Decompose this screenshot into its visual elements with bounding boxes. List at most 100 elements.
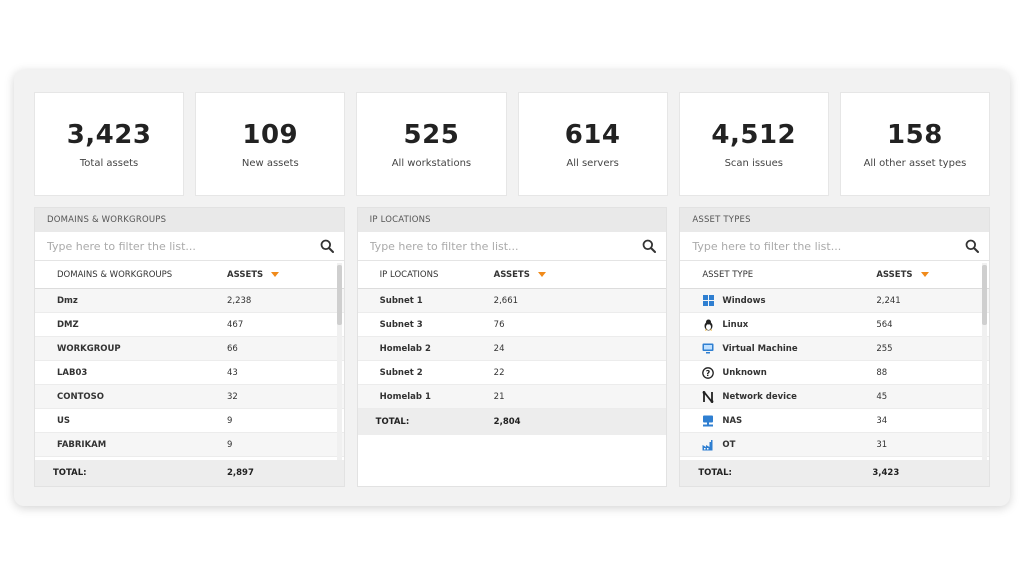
stat-label: Scan issues [724, 157, 783, 169]
row-name: OT [722, 439, 736, 450]
row-count: 2,238 [227, 295, 252, 306]
row-name: Dmz [57, 295, 78, 306]
row-name: Subnet 1 [379, 295, 423, 306]
table-row[interactable]: Subnet 3 76 [357, 313, 667, 337]
row-name-cell: ? Unknown [702, 366, 876, 379]
table-row[interactable]: Homelab 2 24 [357, 337, 667, 361]
asset-types-panel: ASSET TYPES ASSET TYPE ASSETS Windows [679, 207, 991, 487]
row-name-cell: Linux [702, 319, 876, 331]
table-row[interactable]: WORKGROUP 66 [35, 337, 344, 361]
row-name: Unknown [722, 367, 767, 378]
stat-label: All servers [566, 157, 619, 169]
scrollbar[interactable] [336, 263, 342, 461]
row-count: 2,661 [493, 295, 519, 306]
search-icon[interactable] [320, 239, 334, 253]
search-icon[interactable] [965, 239, 980, 253]
table-row[interactable]: Subnet 1 2,661 [357, 289, 667, 313]
row-count: 31 [876, 439, 888, 450]
table-row[interactable]: Homelab 1 21 [357, 385, 667, 409]
stat-card-scan-issues[interactable]: 4,512 Scan issues [678, 92, 829, 196]
scrollbar-thumb[interactable] [336, 265, 342, 325]
table-row[interactable]: Network device 45 [680, 385, 990, 409]
row-count: 9 [227, 415, 233, 426]
stat-value: 614 [564, 119, 621, 150]
total-label: TOTAL: [375, 417, 410, 427]
row-count: 45 [876, 391, 888, 402]
stat-label: All workstations [391, 157, 472, 169]
total-row: TOTAL: 2,804 [357, 409, 667, 435]
stat-card-all-servers[interactable]: 614 All servers [517, 92, 668, 196]
total-value: 3,423 [872, 468, 900, 478]
table-row[interactable]: Windows 2,241 [680, 289, 990, 313]
nas-icon [702, 415, 714, 427]
row-name: FABRIKAM [57, 439, 107, 450]
ip-filter-input[interactable] [369, 239, 614, 253]
table-header: IP LOCATIONS ASSETS [357, 261, 667, 289]
row-count: 2,241 [876, 295, 901, 306]
column-header-assets[interactable]: ASSETS [494, 270, 667, 280]
sort-desc-icon [271, 272, 280, 277]
row-count: 467 [227, 319, 244, 330]
table-row[interactable]: LAB03 43 [35, 361, 344, 385]
table-row[interactable]: Dmz 2,238 [35, 289, 344, 313]
panel-title: IP LOCATIONS [357, 208, 667, 232]
stats-row: 3,423 Total assets 109 New assets 525 Al… [34, 92, 991, 196]
row-name: US [57, 415, 71, 426]
panel-title: ASSET TYPES [680, 208, 990, 232]
stat-value: 3,423 [66, 119, 152, 150]
domains-filter-input[interactable] [47, 239, 291, 253]
stat-card-new-assets[interactable]: 109 New assets [195, 92, 346, 196]
column-header-name[interactable]: IP LOCATIONS [379, 269, 439, 280]
table-row[interactable]: CONTOSO 32 [35, 385, 344, 409]
table-row[interactable]: Subnet 2 22 [357, 361, 667, 385]
table-row[interactable]: US 9 [35, 409, 344, 433]
table-row[interactable]: ? Unknown 88 [680, 361, 990, 385]
panels-row: DOMAINS & WORKGROUPS DOMAINS & WORKGROUP… [34, 207, 991, 487]
filter-bar [357, 232, 667, 261]
column-header-assets[interactable]: ASSETS [227, 270, 344, 280]
linux-icon [702, 319, 714, 331]
asset-types-table: ASSET TYPE ASSETS Windows 2,241 Linux 56 [680, 261, 990, 457]
filter-bar [680, 232, 990, 261]
stat-card-total-assets[interactable]: 3,423 Total assets [34, 92, 185, 196]
dashboard-frame: 3,423 Total assets 109 New assets 525 Al… [14, 70, 1010, 506]
row-count: 32 [227, 391, 238, 402]
stat-value: 525 [403, 119, 460, 150]
table-row[interactable]: Virtual Machine 255 [680, 337, 990, 361]
row-name-cell: OT [702, 439, 876, 451]
table-row[interactable]: DMZ 467 [35, 313, 344, 337]
row-count: 43 [227, 367, 238, 378]
row-count: 255 [876, 343, 893, 354]
row-name: WORKGROUP [57, 343, 121, 354]
row-name: CONTOSO [57, 391, 104, 402]
table-row[interactable]: Linux 564 [680, 313, 990, 337]
total-row: TOTAL: 2,897 [35, 460, 344, 486]
stat-card-all-workstations[interactable]: 525 All workstations [356, 92, 507, 196]
stat-label: New assets [241, 157, 299, 169]
table-row[interactable]: NAS 34 [680, 409, 990, 433]
total-value: 2,897 [227, 468, 254, 478]
scrollbar[interactable] [982, 263, 988, 461]
row-count: 22 [493, 367, 505, 378]
asset-types-filter-input[interactable] [692, 239, 936, 253]
row-name-cell: NAS [702, 415, 876, 427]
row-name: Subnet 2 [379, 367, 423, 378]
ip-locations-panel: IP LOCATIONS IP LOCATIONS ASSETS Subnet … [356, 207, 668, 487]
table-row[interactable]: FABRIKAM 9 [35, 433, 344, 457]
row-count: 66 [227, 343, 238, 354]
row-count: 21 [493, 391, 505, 402]
table-header: ASSET TYPE ASSETS [680, 261, 990, 289]
search-icon[interactable] [642, 239, 657, 253]
row-name: Homelab 1 [379, 391, 431, 402]
scrollbar-thumb[interactable] [982, 265, 988, 325]
column-header-name[interactable]: ASSET TYPE [702, 269, 754, 280]
row-name: Windows [722, 295, 766, 306]
table-row[interactable]: OT 31 [680, 433, 990, 457]
stat-label: Total assets [79, 157, 139, 169]
stat-card-other-asset-types[interactable]: 158 All other asset types [839, 92, 991, 196]
filter-bar [35, 232, 344, 261]
column-header-name[interactable]: DOMAINS & WORKGROUPS [57, 269, 173, 280]
column-header-label: ASSETS [493, 269, 530, 280]
column-header-assets[interactable]: ASSETS [876, 270, 989, 280]
row-name: NAS [722, 415, 743, 426]
